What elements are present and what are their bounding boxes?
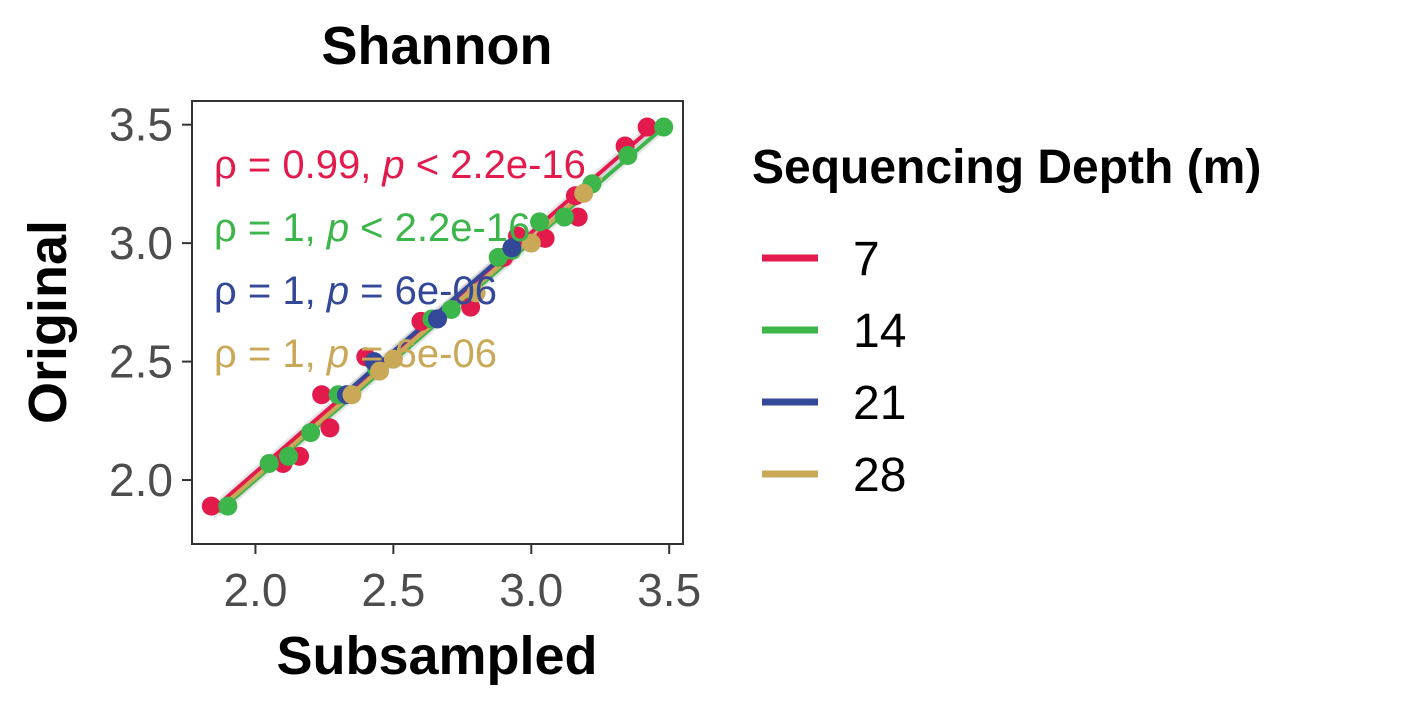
data-point-7 <box>568 207 588 227</box>
annotation-p-symbol: p <box>326 269 349 313</box>
annotation-rho: ρ = 1, <box>214 206 327 250</box>
chart-title: Shannon <box>322 16 553 76</box>
legend-label-14: 14 <box>853 305 906 358</box>
point-layer <box>201 117 674 516</box>
data-point-28 <box>574 183 594 203</box>
data-point-14 <box>441 299 461 319</box>
legend-label-7: 7 <box>853 233 880 286</box>
plot-area: ρ = 0.99, p < 2.2e-16ρ = 1, p < 2.2e-16ρ… <box>191 100 684 545</box>
data-point-14 <box>301 423 321 443</box>
annotation-p-symbol: p <box>326 206 349 250</box>
correlation-annotation-21: ρ = 1, p = 6e-06 <box>214 269 497 313</box>
data-point-14 <box>618 145 638 165</box>
y-axis: 2.0 2.5 3.0 3.5 <box>109 99 192 506</box>
x-tick-label: 2.5 <box>361 564 425 616</box>
data-point-14 <box>554 207 574 227</box>
legend: Sequencing Depth (m) 7 14 21 28 <box>752 141 1261 502</box>
plot-panel-border <box>191 100 684 545</box>
annotation-rho: ρ = 1, <box>214 269 327 313</box>
annotation-p-value: = 6e-06 <box>349 332 497 376</box>
y-axis-title: Original <box>18 220 78 424</box>
annotation-p-value: = 6e-06 <box>349 269 497 313</box>
data-point-28 <box>466 283 486 303</box>
x-axis: 2.0 2.5 3.0 3.5 <box>223 544 701 616</box>
data-point-7 <box>320 418 340 438</box>
legend-title: Sequencing Depth (m) <box>752 141 1261 194</box>
x-tick-label: 3.0 <box>499 564 563 616</box>
x-axis-title: Subsampled <box>276 626 597 686</box>
legend-label-28: 28 <box>853 449 906 502</box>
correlation-annotation-7: ρ = 0.99, p < 2.2e-16 <box>214 143 586 187</box>
x-tick-label: 3.5 <box>637 564 701 616</box>
data-point-14 <box>654 117 674 137</box>
annotation-p-symbol: p <box>381 143 404 187</box>
data-point-7 <box>312 385 332 405</box>
data-point-28 <box>342 385 362 405</box>
data-point-14 <box>259 453 279 473</box>
y-tick-label: 2.0 <box>109 454 173 506</box>
annotation-layer: ρ = 0.99, p < 2.2e-16ρ = 1, p < 2.2e-16ρ… <box>214 143 586 376</box>
data-point-14 <box>218 496 238 516</box>
y-tick-label: 3.0 <box>109 217 173 269</box>
data-point-21 <box>502 238 522 258</box>
data-point-28 <box>521 233 541 253</box>
annotation-p-value: < 2.2e-16 <box>405 143 586 187</box>
data-point-7 <box>201 496 221 516</box>
data-point-28 <box>383 349 403 369</box>
y-tick-label: 2.5 <box>109 336 173 388</box>
correlation-annotation-14: ρ = 1, p < 2.2e-16 <box>214 206 530 250</box>
annotation-p-symbol: p <box>326 332 349 376</box>
x-tick-label: 2.0 <box>223 564 287 616</box>
y-tick-label: 3.5 <box>109 99 173 151</box>
legend-label-21: 21 <box>853 377 906 430</box>
correlation-annotation-28: ρ = 1, p = 6e-06 <box>214 332 497 376</box>
data-point-28 <box>370 361 390 381</box>
annotation-rho: ρ = 0.99, <box>214 143 382 187</box>
annotation-rho: ρ = 1, <box>214 332 327 376</box>
data-point-14 <box>279 446 299 466</box>
data-point-21 <box>428 309 447 329</box>
data-point-14 <box>530 212 550 232</box>
annotation-p-value: < 2.2e-16 <box>349 206 530 250</box>
data-point-7 <box>637 117 657 137</box>
